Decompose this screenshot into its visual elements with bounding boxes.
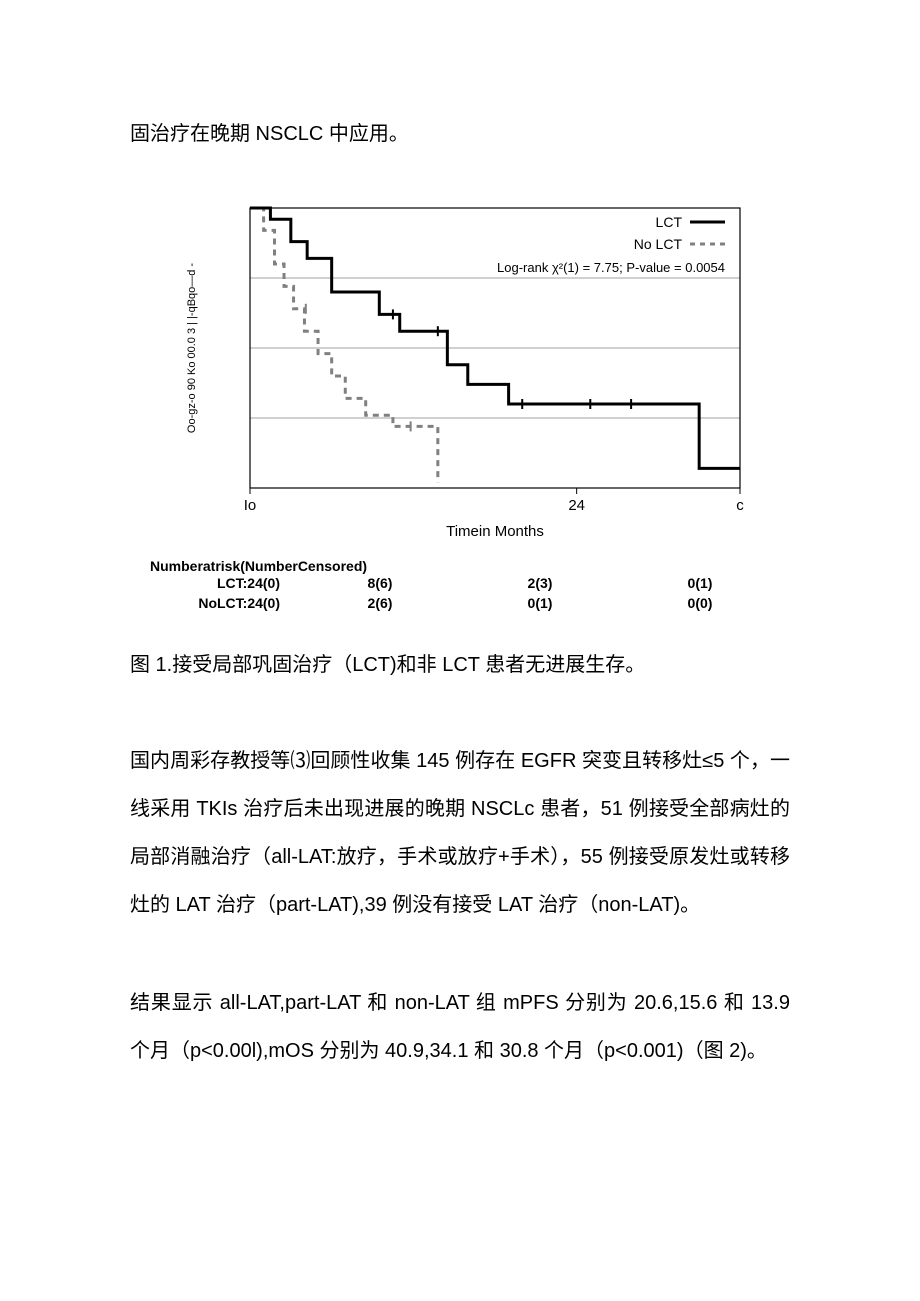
risk-cell: 2(3): [460, 574, 620, 594]
svg-text:24: 24: [568, 497, 585, 514]
risk-label: NoLCT:24(0): [130, 594, 300, 614]
svg-text:Io: Io: [244, 497, 257, 514]
paragraph-3: 结果显示 all-LAT,part-LAT 和 non-LAT 组 mPFS 分…: [130, 979, 790, 1075]
svg-text:LCT: LCT: [656, 214, 683, 230]
risk-cell: 2(6): [300, 594, 460, 614]
figure-caption: 图 1.接受局部巩固治疗（LCT)和非 LCT 患者无进展生存。: [130, 643, 790, 687]
km-plot-svg: Io 24 ϲ Timein Months Oo-gz-o 90 Ko 00.0 3 |…: [170, 198, 750, 548]
page-container: 固治疗在晚期 NSCLC 中应用。 Io 24 ϲ Timein Months Oo-g…: [0, 0, 920, 1155]
paragraph-2: 国内周彩存教授等⑶回顾性收集 145 例存在 EGFR 突变且转移灶≤5 个，一…: [130, 737, 790, 929]
svg-text:Timein Months: Timein Months: [446, 523, 544, 540]
svg-text:Oo-gz-o 90 Ko 00.0 3 | |-qBqo: Oo-gz-o 90 Ko 00.0 3 | |-qBqo—d -: [186, 263, 198, 434]
risk-cell: 0(1): [620, 574, 780, 594]
risk-cell: 8(6): [300, 574, 460, 594]
svg-text:Log-rank χ²(1) = 7.75; P-value: Log-rank χ²(1) = 7.75; P-value = 0.0054: [497, 260, 725, 275]
svg-text:No LCT: No LCT: [634, 236, 683, 252]
risk-table-title: Numberatrisk(NumberCensored): [150, 558, 790, 574]
risk-row-lct: LCT:24(0) 8(6) 2(3) 0(1): [130, 574, 790, 594]
risk-cell: 0(0): [620, 594, 780, 614]
risk-label: LCT:24(0): [130, 574, 300, 594]
intro-text: 固治疗在晚期 NSCLC 中应用。: [130, 110, 790, 158]
svg-text:ϲ: ϲ: [736, 497, 744, 514]
figure-1: Io 24 ϲ Timein Months Oo-gz-o 90 Ko 00.0 3 |…: [130, 198, 790, 687]
risk-cell: 0(1): [460, 594, 620, 614]
risk-row-nolct: NoLCT:24(0) 2(6) 0(1) 0(0): [130, 594, 790, 614]
number-at-risk-table: Numberatrisk(NumberCensored) LCT:24(0) 8…: [130, 558, 790, 613]
survival-chart: Io 24 ϲ Timein Months Oo-gz-o 90 Ko 00.0 3 |…: [170, 198, 790, 548]
